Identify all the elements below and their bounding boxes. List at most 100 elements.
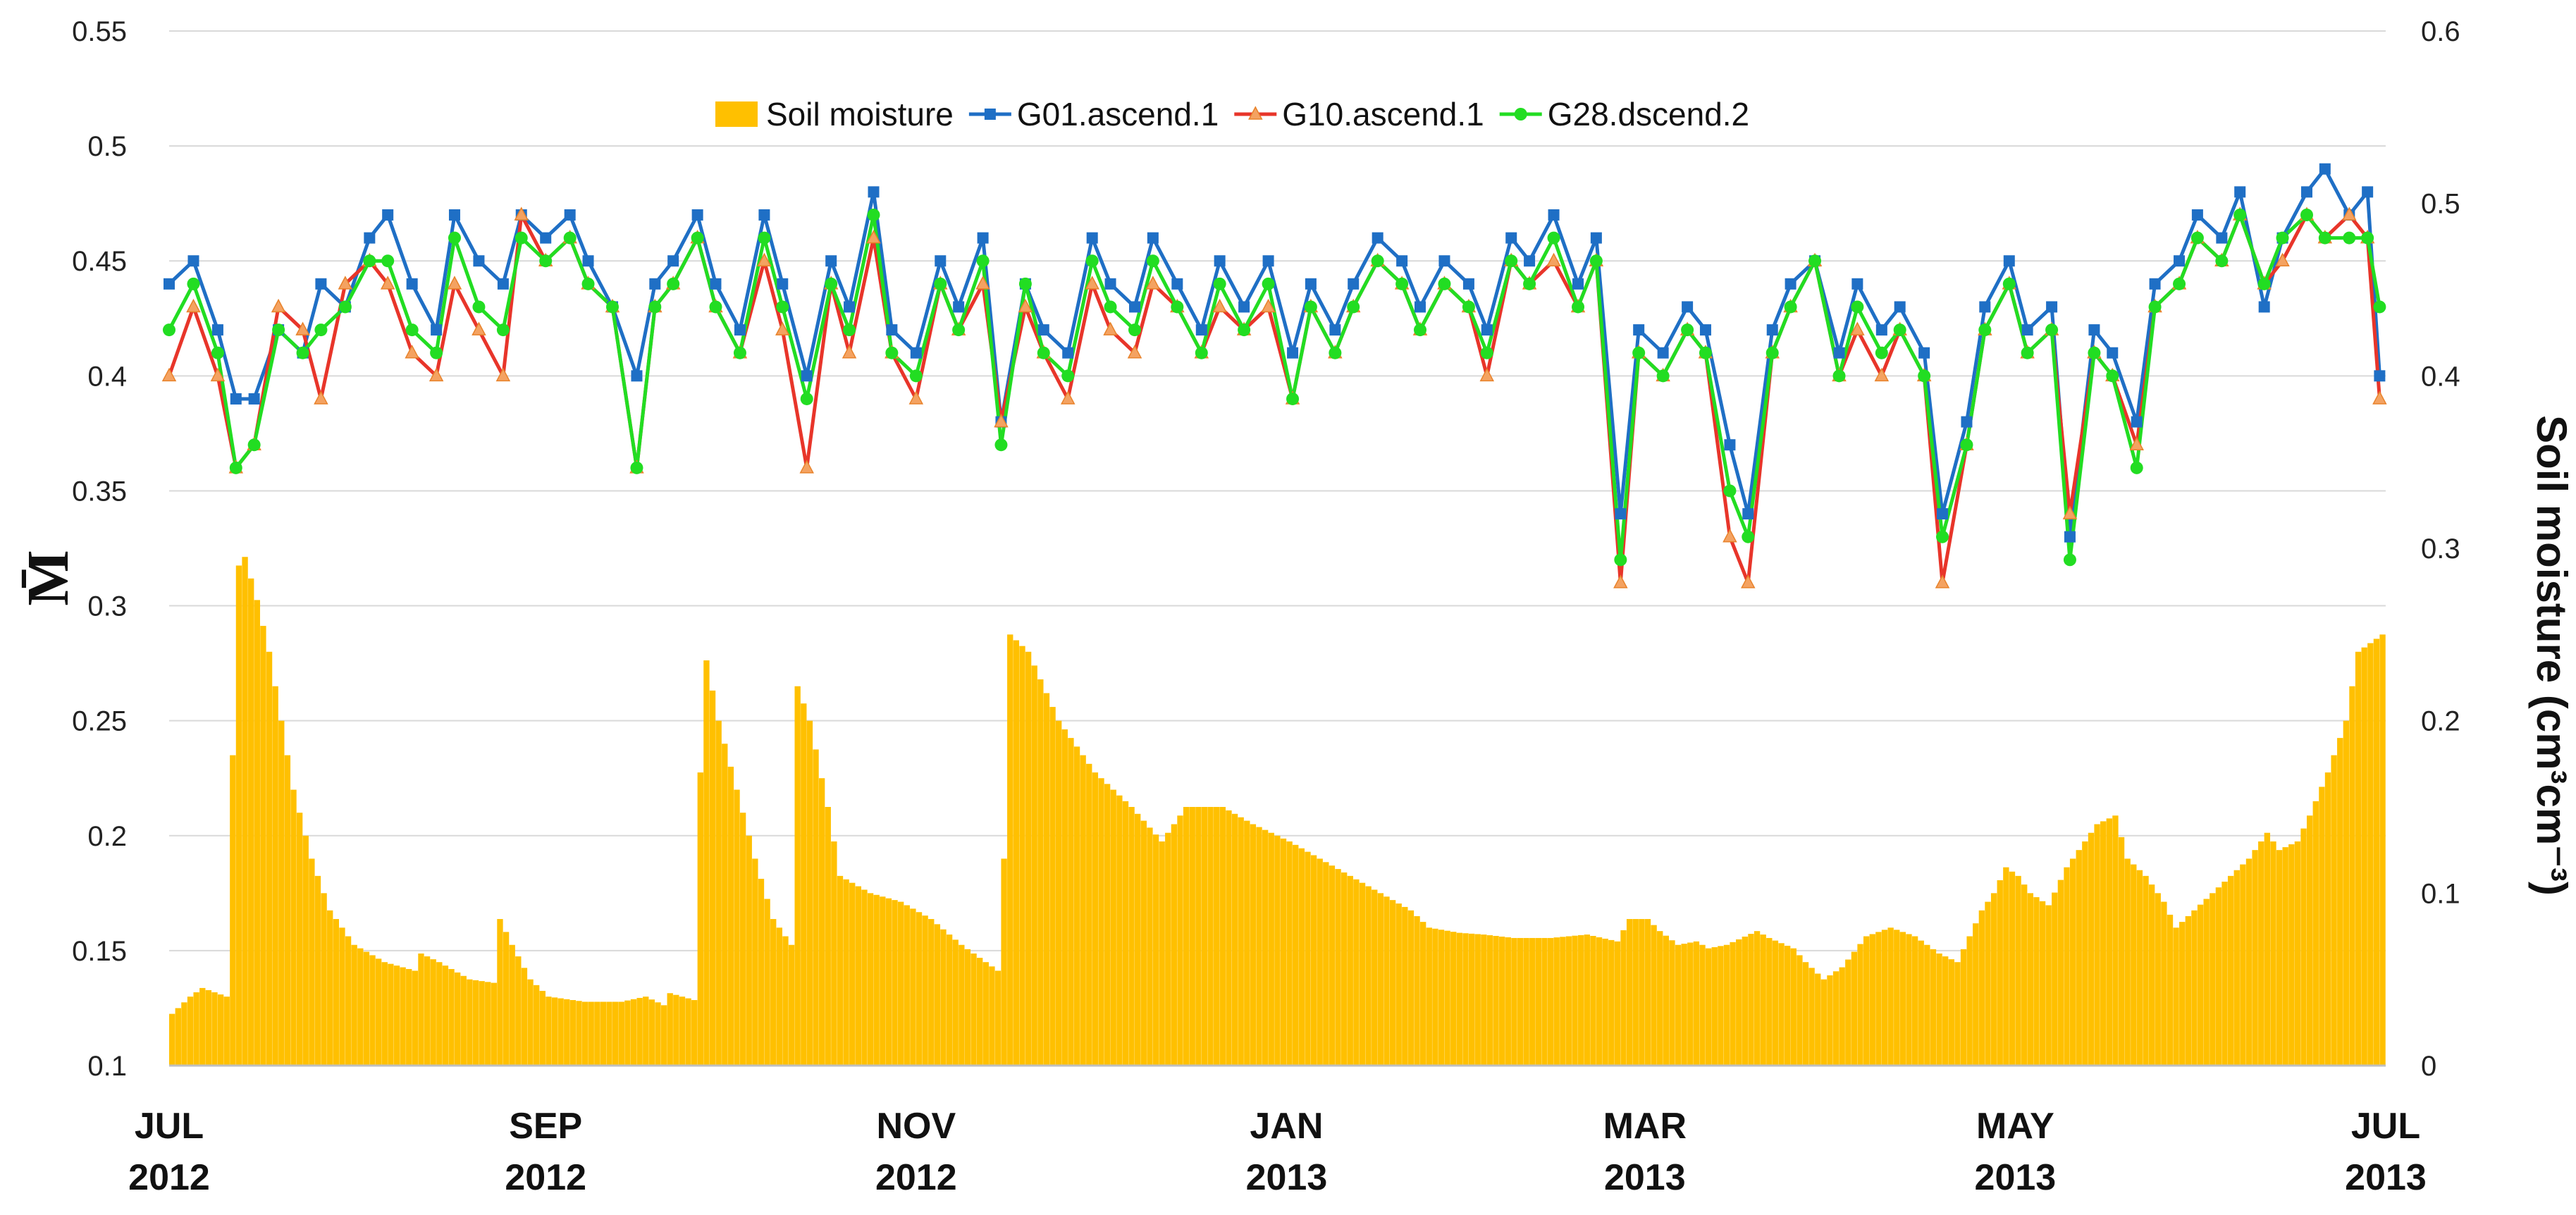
soil-moisture-bar [1802,962,1809,1066]
soil-moisture-bar [278,720,285,1066]
soil-moisture-bar [1553,937,1560,1066]
marker-square [1287,347,1299,359]
soil-moisture-bar [1954,962,1961,1066]
marker-square [406,278,418,290]
soil-moisture-bar [2221,882,2228,1066]
soil-moisture-bar [1474,934,1481,1066]
marker-circle [2276,231,2289,245]
soil-moisture-bar [970,953,977,1066]
soil-moisture-bar [1226,810,1232,1066]
soil-moisture-bar [648,999,655,1066]
soil-moisture-bar [655,1002,661,1066]
soil-moisture-bar [1808,968,1815,1066]
soil-moisture-bar [1565,936,1572,1066]
left-tick-label: 0.2 [87,821,127,852]
right-axis-ticks: 0 0.1 0.2 0.3 0.4 0.5 0.6 [2421,16,2460,1082]
marker-square [2174,255,2186,267]
soil-moisture-bar [1669,940,1675,1066]
marker-circle [2300,208,2313,221]
marker-triangle [1060,390,1076,405]
soil-moisture-bar [685,998,691,1066]
soil-moisture-bar [1359,882,1366,1066]
soil-moisture-bar [1815,973,1821,1066]
soil-moisture-bar [1383,896,1390,1066]
soil-moisture-bar [1207,807,1214,1066]
soil-moisture-bar [1481,935,1487,1066]
marker-circle [843,323,856,337]
soil-moisture-bar [309,858,315,1066]
soil-moisture-bar [1426,927,1432,1066]
marker-triangle [295,321,310,335]
marker-circle [825,277,838,290]
soil-moisture-bar [904,905,910,1066]
soil-moisture-bar [1906,934,1912,1066]
legend-label-soil-moisture: Soil moisture [766,96,954,132]
marker-triangle [429,367,444,382]
soil-moisture-bar [211,992,218,1066]
soil-moisture-bar [770,919,777,1066]
marker-circle [229,461,242,474]
soil-moisture-bar [557,998,564,1066]
soil-moisture-bar [448,968,455,1066]
marker-square [1633,324,1645,336]
soil-moisture-bar [1256,827,1262,1066]
soil-moisture-bar [1663,935,1669,1066]
marker-circle [2318,231,2331,245]
marker-circle [1304,300,1317,314]
marker-circle [1413,323,1426,337]
soil-moisture-bar [1274,835,1281,1066]
marker-square [2191,209,2203,221]
soil-moisture-bar [1432,928,1438,1066]
soil-moisture-bar [2240,864,2246,1066]
marker-circle [1918,369,1931,383]
soil-moisture-bar [2094,824,2100,1066]
soil-moisture-bar [588,1001,594,1066]
marker-square [1195,324,1207,336]
marker-square [2258,301,2270,313]
marker-circle [800,392,813,405]
marker-circle [2190,231,2204,245]
soil-moisture-bar [1620,930,1627,1066]
soil-moisture-bar [1590,936,1596,1066]
marker-square [886,324,898,336]
soil-moisture-bar [885,898,892,1066]
soil-moisture-bar [1978,910,1985,1066]
marker-triangle [2372,390,2387,405]
soil-moisture-bar [709,690,716,1066]
soil-moisture-bar [1414,915,1420,1066]
marker-circle [1438,277,1451,290]
soil-moisture-bar [1152,834,1159,1066]
soil-moisture-bar [946,935,953,1066]
soil-moisture-bar [600,1001,607,1066]
soil-moisture-bar [2324,772,2331,1066]
soil-moisture-bar [861,889,868,1066]
soil-moisture-bar [794,686,801,1066]
soil-moisture-bar [2367,643,2374,1066]
soil-moisture-bar [1894,930,1900,1066]
soil-moisture-bar [1140,820,1147,1066]
marker-square [631,370,643,382]
x-tick-month: JUL [135,1106,204,1147]
marker-square [1918,347,1930,359]
marker-triangle [1261,298,1276,313]
soil-moisture-bar [818,778,825,1066]
soil-moisture-bar [837,875,844,1066]
soil-moisture-bar [1468,933,1475,1066]
marker-square [1396,255,1408,267]
marker-circle [2343,231,2356,245]
marker-circle [514,231,528,245]
marker-square [1329,324,1341,336]
marker-triangle [314,390,328,405]
marker-circle [1589,254,1603,268]
soil-moisture-bar [746,835,752,1066]
marker-circle [2088,346,2101,359]
soil-moisture-bar [843,879,849,1066]
marker-square [2131,416,2143,428]
x-tick-month: JAN [1250,1106,1323,1147]
soil-moisture-bar [691,1000,698,1066]
marker-circle [1505,254,1518,268]
marker-square [2374,370,2386,382]
soil-moisture-bar [1602,938,1608,1066]
x-tick-year: 2012 [505,1157,586,1198]
